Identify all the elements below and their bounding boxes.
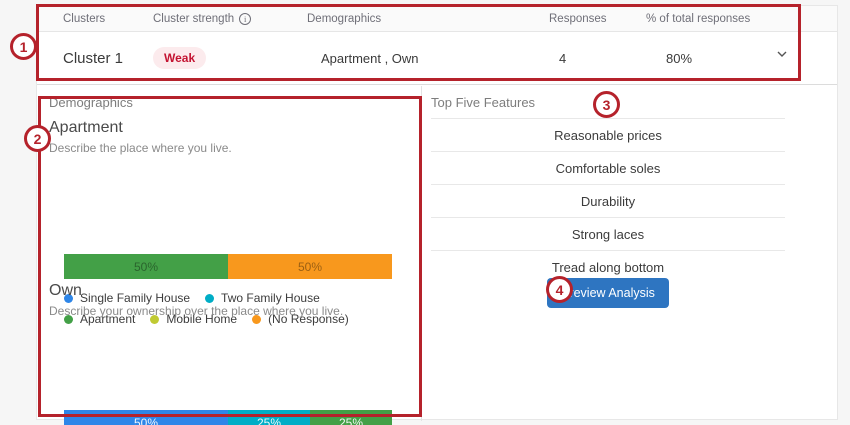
cluster-table: Clusters Cluster strength i Demographics… bbox=[37, 6, 837, 85]
cluster-table-header: Clusters Cluster strength i Demographics… bbox=[37, 6, 837, 32]
demographics-panel: Demographics Apartment Describe the plac… bbox=[37, 86, 422, 425]
column-header-cluster-strength: Cluster strength i bbox=[153, 12, 307, 25]
column-header-percent-of-total: % of total responses bbox=[646, 12, 751, 25]
features-list: Reasonable prices Comfortable soles Dura… bbox=[431, 118, 785, 283]
legend-dot bbox=[205, 293, 215, 303]
strength-badge: Weak bbox=[153, 47, 207, 69]
apartment-legend: Single Family House Two Family House Apa… bbox=[64, 291, 404, 326]
legend-dot bbox=[64, 293, 73, 303]
legend-item: Two Family House bbox=[205, 291, 320, 305]
own-question-block: Own Describe your ownership over the pla… bbox=[49, 282, 343, 318]
cluster-strength-cell: Weak bbox=[153, 47, 307, 69]
apartment-stacked-bar: 50% 50% bbox=[64, 254, 392, 279]
preview-button-wrap: Preview Analysis bbox=[431, 278, 785, 308]
legend-dot bbox=[64, 314, 73, 324]
bar-segment: 25% bbox=[228, 410, 310, 425]
legend-dot bbox=[252, 314, 262, 324]
own-heading: Own bbox=[49, 282, 82, 299]
preview-analysis-button[interactable]: Preview Analysis bbox=[547, 278, 669, 308]
bar-segment: 50% bbox=[64, 410, 228, 425]
cluster-demographics-value: Apartment , Own bbox=[321, 50, 419, 66]
bar-segment: 25% bbox=[310, 410, 392, 425]
legend-dot bbox=[150, 314, 160, 324]
info-icon[interactable]: i bbox=[239, 12, 252, 25]
cluster-name: Cluster 1 bbox=[63, 49, 124, 67]
features-panel: Top Five Features Reasonable prices Comf… bbox=[422, 86, 837, 421]
legend-item: Apartment bbox=[64, 312, 135, 326]
feature-item: Comfortable soles bbox=[431, 151, 785, 184]
own-question-text: Describe your ownership over the place w… bbox=[49, 304, 344, 318]
column-header-demographics: Demographics bbox=[307, 12, 382, 25]
feature-item: Durability bbox=[431, 184, 785, 217]
feature-item: Reasonable prices bbox=[431, 118, 785, 151]
bar-segment: 50% bbox=[64, 254, 228, 279]
feature-item: Strong laces bbox=[431, 217, 785, 250]
annotation-circle-1: 1 bbox=[10, 33, 37, 60]
bar-segment: 50% bbox=[228, 254, 392, 279]
main-panel: Clusters Cluster strength i Demographics… bbox=[36, 5, 838, 425]
legend-item: Single Family House bbox=[64, 291, 190, 305]
legend-item: Mobile Home bbox=[150, 312, 237, 326]
chevron-down-icon[interactable] bbox=[776, 48, 788, 60]
cluster-responses-value: 4 bbox=[559, 50, 567, 66]
top-five-features-title: Top Five Features bbox=[431, 95, 536, 110]
feature-item: Tread along bottom bbox=[431, 250, 785, 283]
cluster-percent-value: 80% bbox=[666, 50, 693, 66]
apartment-heading: Apartment bbox=[49, 119, 123, 136]
demographics-title: Demographics bbox=[49, 95, 133, 110]
column-header-responses: Responses bbox=[549, 12, 607, 25]
own-stacked-bar: 50% 25% 25% bbox=[64, 410, 392, 425]
content-area: Demographics Apartment Describe the plac… bbox=[37, 86, 837, 425]
apartment-question-text: Describe the place where you live. bbox=[49, 141, 232, 155]
column-header-clusters: Clusters bbox=[63, 12, 106, 25]
legend-item: (No Response) bbox=[252, 312, 349, 326]
cluster-row[interactable]: Cluster 1 Weak Apartment , Own 4 80% bbox=[37, 32, 837, 84]
apartment-question-block: Apartment Describe the place where you l… bbox=[49, 119, 232, 155]
